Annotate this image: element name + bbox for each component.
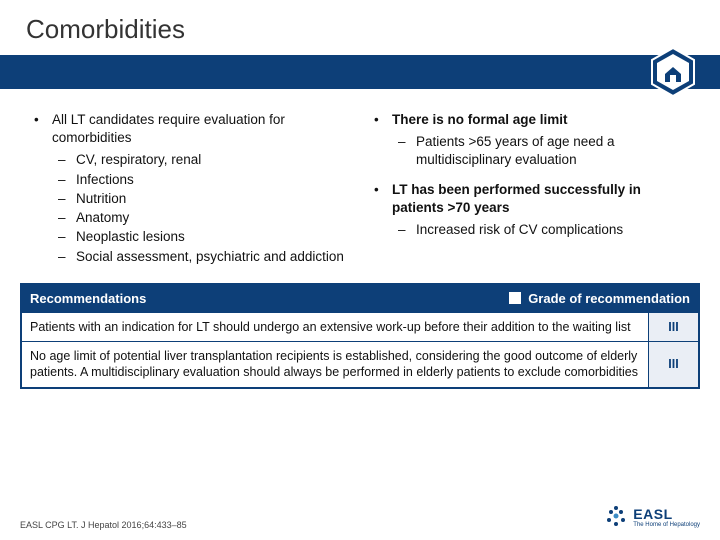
- sub-bullet: –CV, respiratory, renal: [58, 151, 350, 169]
- page-title: Comorbidities: [0, 0, 720, 55]
- bullet-main-right-2: • LT has been performed successfully in …: [370, 181, 690, 217]
- sub-bullet: –Neoplastic lesions: [58, 228, 350, 246]
- easl-logo: EASL The Home of Hepatology: [603, 504, 700, 530]
- table-row: No age limit of potential liver transpla…: [22, 341, 698, 387]
- footer: EASL CPG LT. J Hepatol 2016;64:433–85 EA…: [20, 504, 700, 530]
- recommendations-table: Recommendations Grade of recommendation …: [20, 283, 700, 389]
- logo-name: EASL: [633, 506, 700, 522]
- header-grade: Grade of recommendation: [504, 287, 698, 310]
- bullet-main-left: • All LT candidates require evaluation f…: [30, 111, 350, 147]
- bullet-text: All LT candidates require evaluation for…: [52, 111, 350, 147]
- table-row: Patients with an indication for LT shoul…: [22, 312, 698, 341]
- rec-text: No age limit of potential liver transpla…: [22, 342, 648, 387]
- title-bar: [0, 55, 720, 89]
- home-hex-icon: [648, 47, 698, 97]
- rec-grade: III: [648, 342, 698, 387]
- table-header: Recommendations Grade of recommendation: [22, 285, 698, 312]
- reference-text: EASL CPG LT. J Hepatol 2016;64:433–85: [20, 520, 187, 530]
- sub-bullet: –Nutrition: [58, 190, 350, 208]
- right-column: • There is no formal age limit –Patients…: [370, 111, 690, 267]
- sub-bullet: –Infections: [58, 171, 350, 189]
- content-columns: • All LT candidates require evaluation f…: [0, 89, 720, 277]
- sub-bullet: –Increased risk of CV complications: [398, 221, 690, 239]
- sub-bullet: –Anatomy: [58, 209, 350, 227]
- rec-grade: III: [648, 313, 698, 341]
- grade-square-icon: [508, 291, 522, 305]
- bullet-main-right-1: • There is no formal age limit: [370, 111, 690, 129]
- header-recommendations: Recommendations: [22, 285, 504, 312]
- rec-text: Patients with an indication for LT shoul…: [22, 313, 648, 341]
- sub-bullet: –Social assessment, psychiatric and addi…: [58, 248, 350, 266]
- logo-star-icon: [603, 504, 629, 530]
- bullet-dot: •: [30, 111, 52, 147]
- left-column: • All LT candidates require evaluation f…: [30, 111, 350, 267]
- logo-subtitle: The Home of Hepatology: [633, 522, 700, 528]
- sub-bullet: –Patients >65 years of age need a multid…: [398, 133, 690, 169]
